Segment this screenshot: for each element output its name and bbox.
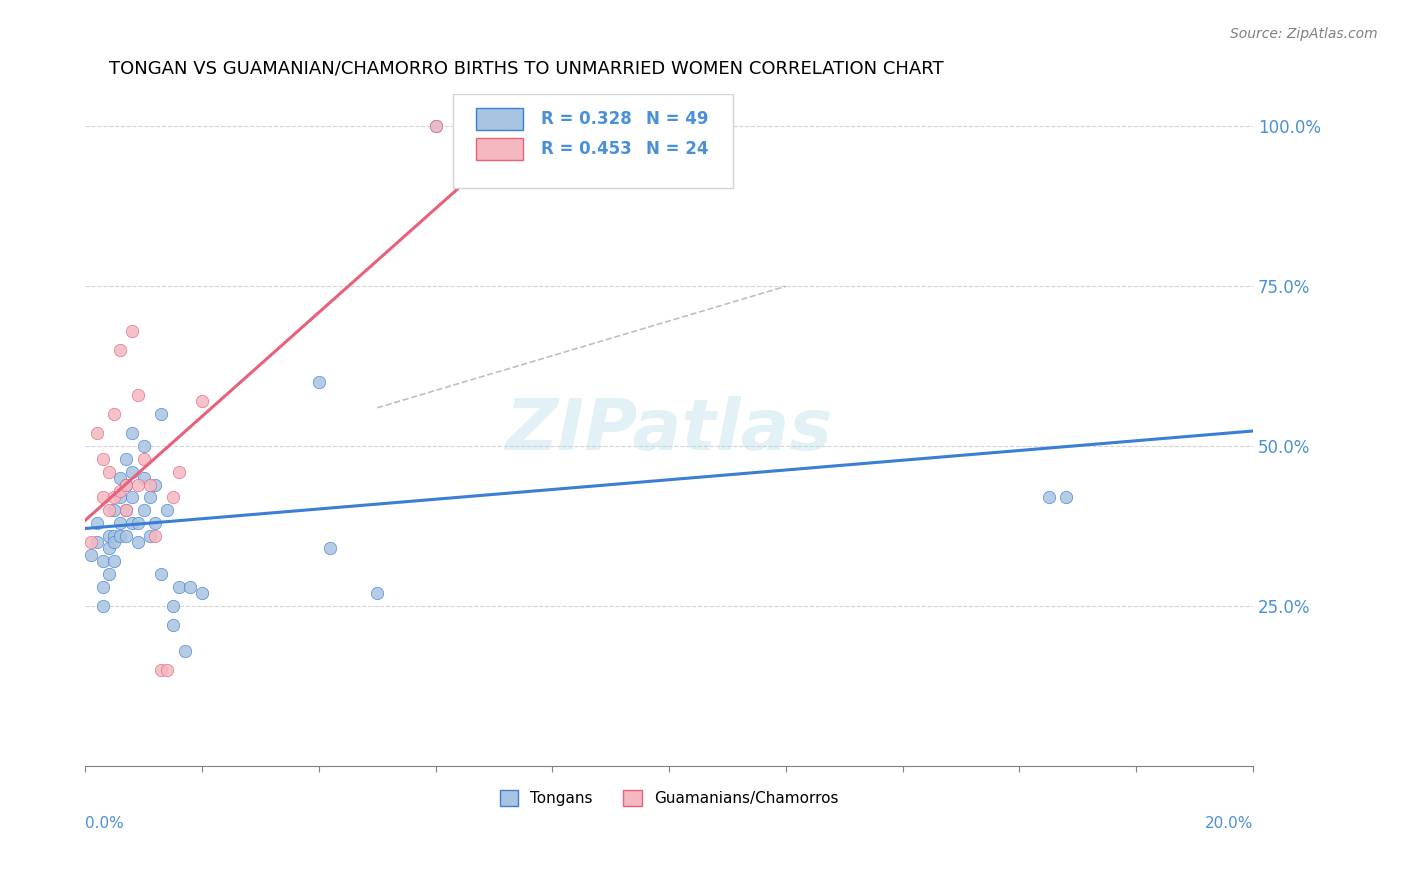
Text: Source: ZipAtlas.com: Source: ZipAtlas.com	[1230, 27, 1378, 41]
FancyBboxPatch shape	[453, 95, 734, 188]
Point	[1038, 491, 1060, 505]
Point	[110, 529, 132, 543]
Point	[162, 599, 184, 613]
Point	[91, 554, 114, 568]
Point	[138, 491, 160, 505]
Text: TONGAN VS GUAMANIAN/CHAMORRO BIRTHS TO UNMARRIED WOMEN CORRELATION CHART: TONGAN VS GUAMANIAN/CHAMORRO BIRTHS TO U…	[108, 60, 943, 78]
Point	[115, 452, 138, 467]
Point	[162, 618, 184, 632]
Point	[173, 644, 195, 658]
Point	[97, 541, 120, 556]
Point	[167, 580, 190, 594]
Point	[91, 580, 114, 594]
Point	[115, 477, 138, 491]
Point	[366, 586, 388, 600]
Point	[319, 541, 342, 556]
Point	[156, 503, 179, 517]
Point	[308, 375, 330, 389]
Point	[103, 407, 125, 421]
Text: N = 49: N = 49	[645, 111, 709, 128]
Point	[191, 586, 214, 600]
Point	[127, 535, 149, 549]
Point	[110, 471, 132, 485]
Point	[86, 426, 108, 441]
Point	[91, 599, 114, 613]
Point	[150, 407, 173, 421]
Text: 20.0%: 20.0%	[1205, 816, 1253, 831]
Point	[121, 426, 143, 441]
Point	[110, 483, 132, 498]
Point	[80, 548, 103, 562]
Point	[86, 516, 108, 530]
Point	[115, 477, 138, 491]
Point	[132, 452, 155, 467]
Point	[156, 663, 179, 677]
Point	[143, 529, 166, 543]
Point	[121, 491, 143, 505]
Point	[115, 503, 138, 517]
Point	[1054, 491, 1077, 505]
Text: R = 0.453: R = 0.453	[541, 141, 631, 159]
Point	[110, 343, 132, 358]
Point	[425, 120, 447, 134]
Point	[167, 465, 190, 479]
FancyBboxPatch shape	[477, 108, 523, 130]
Point	[97, 503, 120, 517]
Point	[132, 503, 155, 517]
Point	[110, 491, 132, 505]
Point	[127, 388, 149, 402]
Point	[97, 529, 120, 543]
Point	[127, 516, 149, 530]
Point	[97, 567, 120, 582]
Point	[132, 439, 155, 453]
Point	[127, 477, 149, 491]
Point	[150, 567, 173, 582]
Point	[97, 465, 120, 479]
Point	[115, 503, 138, 517]
Text: N = 24: N = 24	[645, 141, 709, 159]
Point	[143, 516, 166, 530]
Point	[179, 580, 201, 594]
Point	[103, 491, 125, 505]
Point	[121, 324, 143, 338]
Point	[191, 394, 214, 409]
Point	[143, 477, 166, 491]
Point	[132, 471, 155, 485]
Legend: Tongans, Guamanians/Chamorros: Tongans, Guamanians/Chamorros	[494, 784, 845, 812]
Point	[138, 477, 160, 491]
FancyBboxPatch shape	[477, 138, 523, 161]
Point	[86, 535, 108, 549]
Point	[103, 535, 125, 549]
Point	[162, 491, 184, 505]
Point	[121, 516, 143, 530]
Point	[150, 663, 173, 677]
Point	[121, 465, 143, 479]
Point	[103, 503, 125, 517]
Text: R = 0.328: R = 0.328	[541, 111, 631, 128]
Point	[103, 529, 125, 543]
Point	[80, 535, 103, 549]
Point	[103, 554, 125, 568]
Point	[425, 120, 447, 134]
Point	[110, 516, 132, 530]
Point	[91, 452, 114, 467]
Point	[91, 491, 114, 505]
Point	[115, 529, 138, 543]
Point	[138, 529, 160, 543]
Text: ZIPatlas: ZIPatlas	[505, 396, 832, 465]
Text: 0.0%: 0.0%	[86, 816, 124, 831]
